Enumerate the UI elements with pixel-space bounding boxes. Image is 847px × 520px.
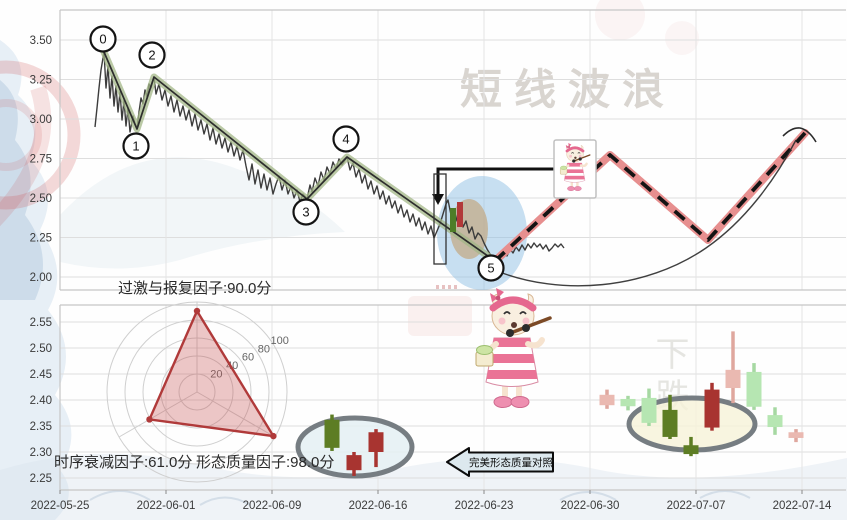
svg-text:2.25: 2.25 — [30, 473, 52, 485]
svg-text:2.75: 2.75 — [30, 154, 52, 166]
svg-text:3.25: 3.25 — [30, 75, 52, 87]
wave-foam-arcs — [89, 490, 751, 506]
svg-text:3.50: 3.50 — [30, 35, 52, 47]
candles — [599, 331, 804, 457]
price-line — [94, 51, 565, 262]
svg-text:2022-06-16: 2022-06-16 — [349, 500, 408, 512]
wave-decoration-bottom — [0, 453, 847, 520]
svg-text:80: 80 — [258, 343, 270, 355]
comparison-arrow-label: 完美形态质量对照 — [469, 457, 553, 469]
svg-text:60: 60 — [242, 352, 254, 364]
pink-blob — [595, 0, 645, 40]
svg-text:2.30: 2.30 — [30, 447, 52, 459]
svg-text:40: 40 — [226, 360, 238, 372]
svg-text:2022-06-09: 2022-06-09 — [243, 500, 302, 512]
svg-text:2022-05-25: 2022-05-25 — [31, 500, 90, 512]
svg-text:2.25: 2.25 — [30, 233, 52, 245]
watermark-vertical: 下跌 — [650, 336, 688, 420]
svg-text:5: 5 — [487, 261, 494, 276]
highlight-ellipses — [295, 395, 758, 479]
axis-tick-labels: 3.50 3.25 3.00 2.75 2.50 2.25 2.00 2.55 2.50 2.45… — [30, 35, 832, 512]
wave-overlay — [100, 48, 499, 265]
comparison-arrow — [446, 447, 554, 477]
red-stamp-inner-ring — [0, 99, 42, 171]
svg-text:2022-06-30: 2022-06-30 — [561, 500, 620, 512]
wave-decoration-center — [60, 157, 345, 269]
svg-text:20: 20 — [210, 369, 222, 381]
projection-line — [491, 129, 809, 265]
mascot-girl-mini — [560, 143, 590, 191]
red-stamp-ring — [0, 60, 81, 210]
svg-text:2.55: 2.55 — [30, 317, 52, 329]
wave-decoration-left-dark — [0, 80, 43, 300]
wave-decoration-left — [0, 40, 72, 520]
svg-text:2.00: 2.00 — [30, 272, 52, 284]
mascot-girl — [476, 288, 550, 408]
faded-logo-dots — [436, 285, 457, 289]
svg-text:3: 3 — [302, 205, 309, 220]
svg-text:2022-07-07: 2022-07-07 — [667, 500, 726, 512]
factor-label-time: 时序衰减因子:61.0分 — [54, 454, 193, 471]
svg-text:4: 4 — [342, 132, 349, 147]
svg-text:2.50: 2.50 — [30, 193, 52, 205]
faded-logo — [408, 296, 472, 336]
svg-text:2.35: 2.35 — [30, 421, 52, 433]
factor-label-top: 过激与报复因子:90.0分 — [118, 280, 272, 297]
svg-text:2: 2 — [148, 48, 155, 63]
pink-blob — [665, 21, 699, 55]
annotation-curve — [496, 127, 817, 287]
watermark-text: 短线波浪 — [460, 66, 677, 113]
svg-text:2022-06-01: 2022-06-01 — [137, 500, 196, 512]
gridlines — [59, 9, 846, 494]
svg-text:3.00: 3.00 — [30, 114, 52, 126]
svg-text:100: 100 — [271, 335, 289, 347]
annotation-bracket — [432, 167, 585, 265]
svg-text:2.45: 2.45 — [30, 369, 52, 381]
svg-text:1: 1 — [132, 139, 139, 154]
pattern-sticker — [553, 139, 597, 199]
svg-text:2.40: 2.40 — [30, 395, 52, 407]
svg-text:2022-07-14: 2022-07-14 — [773, 500, 832, 512]
svg-text:2.50: 2.50 — [30, 343, 52, 355]
annotation-ellipse — [437, 176, 527, 290]
svg-text:0: 0 — [99, 32, 106, 47]
factor-label-quality: 形态质量因子:98.0分 — [196, 454, 335, 471]
red-stamp-swash — [0, 85, 52, 227]
svg-text:2022-06-23: 2022-06-23 — [455, 500, 514, 512]
wave-markers: 0 1 2 3 4 5 — [89, 25, 505, 282]
pattern-candles — [324, 414, 384, 476]
